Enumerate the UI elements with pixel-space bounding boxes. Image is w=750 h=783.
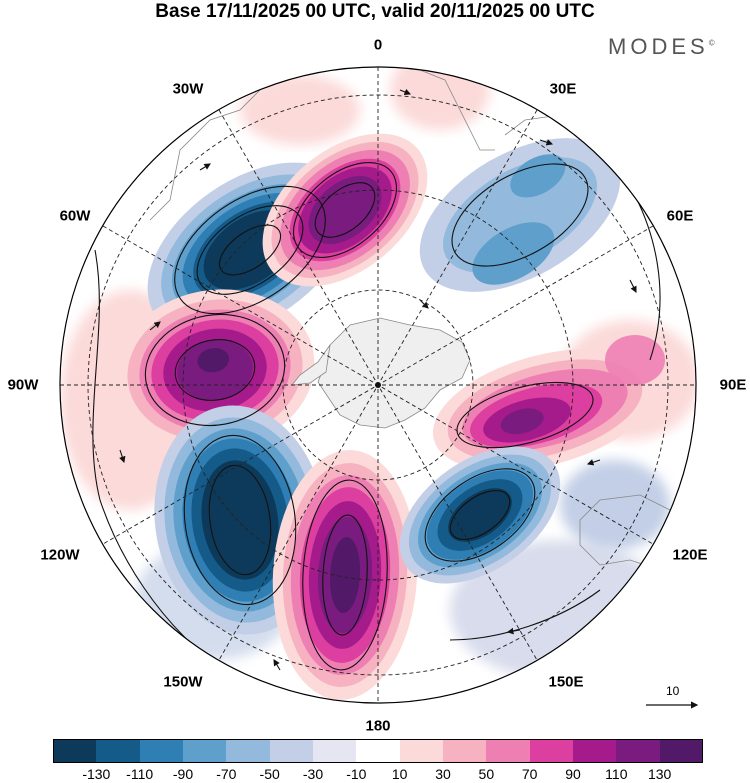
colorbar-segment [572, 739, 617, 763]
colorbar-tick-label: -70 [216, 766, 237, 782]
colorbar-tick-label: 10 [391, 766, 408, 782]
wind-arrow [586, 459, 601, 466]
lon-label-150e: 150E [548, 673, 584, 691]
colorbar-segment [96, 739, 140, 763]
streamline-ring [218, 224, 282, 276]
colorbar-segment [53, 739, 97, 763]
colorbar-segment [399, 739, 443, 763]
africa-coast [419, 69, 495, 151]
streamline [92, 249, 211, 661]
positive-anomaly-20w [262, 133, 428, 287]
colorbar-segment [356, 739, 400, 763]
streamline-ring [302, 479, 388, 671]
colorbar-tick-label: -110 [126, 766, 154, 782]
streamline-ring [183, 434, 297, 606]
colorbar-segment [616, 739, 660, 763]
lon-label-120e: 120E [672, 546, 708, 564]
modes-logo: MODES© [608, 34, 715, 60]
colorbar [53, 739, 703, 763]
wind-arrow [199, 163, 211, 171]
streamline-ring [314, 182, 376, 238]
colorbar-tick-label: 30 [435, 766, 451, 782]
streamline-ring [424, 468, 536, 562]
colorbar-tick-label: 110 [605, 766, 628, 782]
copyright-mark: © [708, 38, 715, 48]
wind-arrow [506, 627, 521, 635]
streamline-ring [449, 490, 511, 540]
colorbar-tick-label: -10 [346, 766, 367, 782]
streamline-ring [174, 339, 256, 401]
negative-anomaly-150e [399, 446, 561, 584]
streamline-ring [174, 185, 326, 315]
streamline-ring [196, 205, 304, 295]
positive-anomaly-75w [115, 289, 315, 451]
positive-wash [390, 67, 490, 130]
negative-anomaly-40e [419, 138, 621, 292]
lon-label-60w: 60W [59, 207, 91, 225]
colorbar-tick-label: 50 [478, 766, 495, 782]
lon-label-90w: 90W [7, 376, 39, 394]
lon-label-120w: 120W [40, 546, 80, 564]
brand-name: MODES [608, 34, 709, 59]
streamline [449, 589, 601, 641]
wind-arrow [399, 88, 412, 96]
colorbar-segment [486, 739, 530, 763]
streamline-ring [208, 464, 272, 576]
colorbar-tick-label: 90 [565, 766, 581, 782]
wind-arrows [119, 88, 637, 671]
colorbar-tick-label: 70 [521, 766, 538, 782]
wind-arrow [273, 659, 281, 671]
reference-vector-label: 10 [666, 684, 680, 698]
wind-arrow [119, 449, 126, 464]
lon-label-30e: 30E [549, 80, 577, 98]
lon-label-30w: 30W [172, 80, 204, 98]
streamline-ring [144, 313, 286, 427]
lon-label-180: 180 [365, 717, 391, 735]
colorbar-segment [139, 739, 183, 763]
colorbar-segment [659, 739, 703, 763]
wind-arrow [539, 139, 554, 146]
chart-title: Base 17/11/2025 00 UTC, valid 20/11/2025… [155, 1, 595, 22]
antarctica-landmass [317, 317, 471, 429]
south-pole-dot [375, 382, 381, 388]
colorbar-segment [442, 739, 487, 763]
wind-arrow [629, 279, 637, 293]
colorbar-tick-label: -90 [172, 766, 194, 782]
lon-label-90e: 90E [719, 376, 747, 394]
map-border [59, 66, 697, 704]
wind-arrow [419, 299, 429, 309]
lon-label-0: 0 [373, 36, 383, 54]
new-zealand-coast [609, 624, 651, 641]
colorbar-segment [182, 739, 227, 763]
positive-anomaly-90e-arm [605, 335, 665, 385]
map-disc [60, 67, 696, 703]
colorbar-segment [269, 739, 313, 763]
colorbar-tick-label: -130 [82, 766, 111, 782]
streamline-ring [322, 514, 368, 636]
colorbar-segment [312, 739, 357, 763]
negative-wash [560, 460, 670, 550]
colorbar-segment [226, 739, 270, 763]
lon-label-150w: 150W [163, 673, 203, 691]
streamline-ring [292, 162, 398, 258]
colorbar-tick-label: -50 [259, 766, 280, 782]
wind-arrow [149, 321, 161, 331]
south-america-coast [149, 89, 261, 221]
positive-wash [240, 75, 360, 145]
wind-vectors [92, 162, 661, 671]
colorbar-segment [529, 739, 573, 763]
lon-label-60e: 60E [666, 207, 694, 225]
colorbar-tick-label: -30 [302, 766, 324, 782]
colorbar-tick-label: 130 [647, 766, 672, 782]
streamline-ring [456, 381, 594, 449]
